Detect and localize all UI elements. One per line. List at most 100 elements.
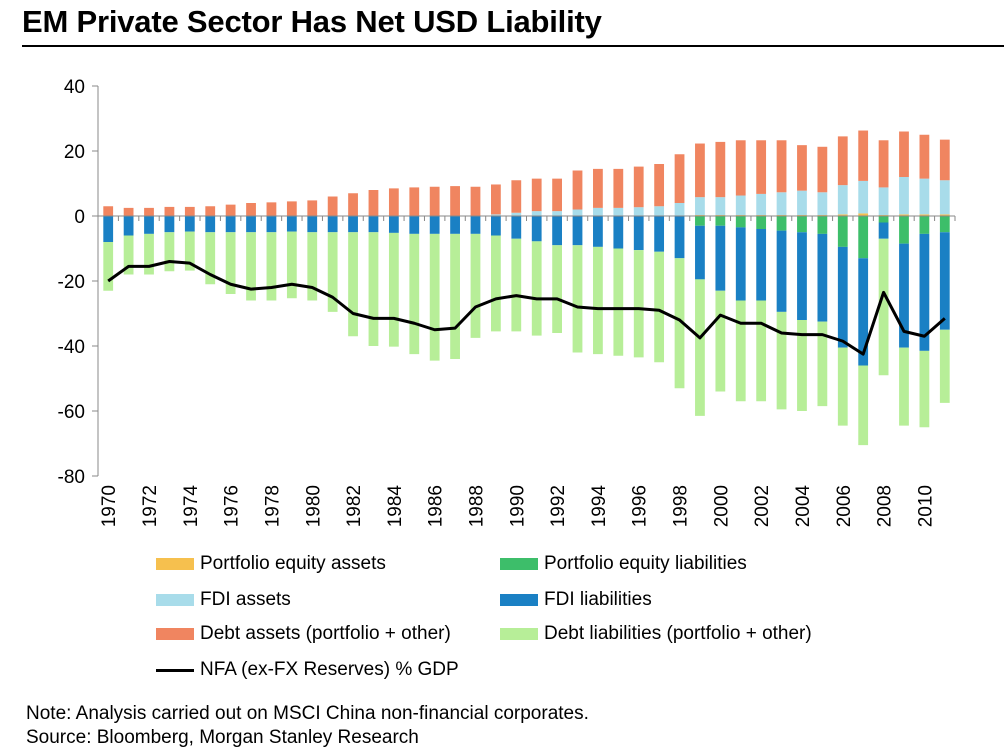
legend-label-portfolio-equity-liabilities: Portfolio equity liabilities bbox=[544, 553, 747, 574]
bar-fdi-liabilities-1989 bbox=[491, 216, 501, 236]
bar-fdi-liabilities-1985 bbox=[409, 216, 420, 234]
bar-debt-liabilities-portfolio-other-1985 bbox=[409, 233, 420, 355]
bar-debt-assets-portfolio-other-1973 bbox=[164, 206, 175, 216]
bar-debt-liabilities-portfolio-other-1979 bbox=[286, 231, 297, 299]
bar-portfolio-equity-liabilities-2002 bbox=[756, 216, 767, 229]
bar-portfolio-equity-liabilities-2010 bbox=[919, 216, 930, 234]
bar-fdi-liabilities-1999 bbox=[695, 225, 705, 280]
bar-debt-liabilities-portfolio-other-1977 bbox=[246, 232, 256, 301]
bar-fdi-liabilities-2009 bbox=[899, 243, 909, 348]
bar-debt-assets-portfolio-other-1987 bbox=[450, 186, 460, 216]
bar-fdi-liabilities-1972 bbox=[144, 216, 154, 234]
bar-fdi-liabilities-1996 bbox=[633, 216, 644, 251]
x-tick-label: 1992 bbox=[548, 485, 569, 527]
legend-item-portfolio-equity-assets: Portfolio equity assets bbox=[156, 552, 386, 576]
x-tick-label: 2000 bbox=[711, 485, 732, 527]
bar-debt-liabilities-portfolio-other-1984 bbox=[388, 232, 399, 347]
bar-debt-assets-portfolio-other-2004 bbox=[797, 145, 807, 191]
bar-fdi-liabilities-2000 bbox=[715, 225, 726, 291]
bar-fdi-assets-2002 bbox=[756, 193, 767, 216]
x-tick-label: 1976 bbox=[222, 485, 243, 527]
bar-debt-liabilities-portfolio-other-1975 bbox=[205, 232, 216, 285]
bar-debt-liabilities-portfolio-other-1997 bbox=[654, 251, 665, 363]
bar-debt-assets-portfolio-other-1972 bbox=[144, 207, 154, 217]
bar-portfolio-equity-liabilities-2003 bbox=[776, 216, 787, 231]
legend-label-nfa-line: NFA (ex-FX Reserves) % GDP bbox=[200, 659, 459, 680]
bar-debt-liabilities-portfolio-other-1980 bbox=[307, 232, 318, 301]
legend-item-debt-assets: Debt assets (portfolio + other) bbox=[156, 622, 451, 646]
bar-debt-liabilities-portfolio-other-2006 bbox=[837, 347, 848, 426]
bar-debt-assets-portfolio-other-1999 bbox=[695, 143, 705, 198]
bar-debt-liabilities-portfolio-other-1995 bbox=[613, 248, 624, 356]
bar-fdi-assets-1991 bbox=[531, 211, 542, 217]
bar-debt-liabilities-portfolio-other-1981 bbox=[327, 232, 338, 312]
legend-swatch-fdi-assets bbox=[156, 594, 194, 606]
y-tick-label: -20 bbox=[58, 272, 85, 293]
bar-fdi-liabilities-2007 bbox=[858, 258, 869, 366]
bar-fdi-liabilities-1978 bbox=[266, 216, 277, 233]
chart-title: EM Private Sector Has Net USD Liability bbox=[22, 4, 602, 39]
bar-fdi-liabilities-1990 bbox=[511, 216, 522, 239]
bar-debt-assets-portfolio-other-2007 bbox=[858, 130, 869, 181]
x-tick-label: 1984 bbox=[385, 485, 406, 528]
x-tick-label: 1994 bbox=[589, 485, 610, 528]
bar-fdi-assets-1996 bbox=[633, 207, 644, 216]
bar-debt-liabilities-portfolio-other-1988 bbox=[470, 233, 481, 338]
bar-fdi-liabilities-1983 bbox=[368, 216, 379, 233]
bar-fdi-liabilities-1971 bbox=[123, 216, 134, 236]
legend-label-debt-assets: Debt assets (portfolio + other) bbox=[200, 623, 451, 644]
bar-debt-liabilities-portfolio-other-1976 bbox=[225, 232, 236, 294]
bar-debt-liabilities-portfolio-other-1982 bbox=[348, 232, 358, 337]
bar-fdi-assets-2010 bbox=[919, 178, 930, 215]
bar-debt-assets-portfolio-other-1986 bbox=[429, 186, 440, 216]
y-tick-label: -40 bbox=[58, 337, 85, 358]
x-tick-label: 1986 bbox=[426, 485, 447, 527]
x-tick-label: 1972 bbox=[140, 485, 161, 527]
bar-fdi-assets-2003 bbox=[776, 192, 787, 216]
bar-debt-liabilities-portfolio-other-1998 bbox=[674, 258, 685, 389]
title-divider bbox=[22, 45, 1004, 47]
bar-fdi-assets-1989 bbox=[491, 214, 501, 217]
bar-fdi-liabilities-1987 bbox=[450, 216, 460, 234]
bar-portfolio-equity-liabilities-2000 bbox=[715, 216, 726, 226]
bar-debt-liabilities-portfolio-other-1992 bbox=[552, 245, 562, 333]
bar-debt-liabilities-portfolio-other-1978 bbox=[266, 232, 277, 301]
bar-debt-assets-portfolio-other-1998 bbox=[674, 154, 685, 203]
x-tick-label: 1980 bbox=[303, 485, 324, 527]
y-tick-label: 20 bbox=[64, 142, 85, 163]
bar-debt-assets-portfolio-other-1980 bbox=[307, 200, 318, 216]
chart-area: 40 20 0 -20 -40 -60 -80 1970 1972 1974 1976 1978 198… bbox=[58, 77, 956, 528]
bar-debt-liabilities-portfolio-other-2009 bbox=[899, 347, 909, 426]
bar-debt-liabilities-portfolio-other-1990 bbox=[511, 238, 522, 332]
bar-debt-assets-portfolio-other-1974 bbox=[184, 206, 195, 216]
legend-item-fdi-assets: FDI assets bbox=[156, 588, 291, 612]
bar-debt-assets-portfolio-other-2010 bbox=[919, 134, 930, 179]
bar-debt-liabilities-portfolio-other-2000 bbox=[715, 290, 726, 392]
bar-fdi-assets-2009 bbox=[899, 177, 909, 215]
bar-portfolio-equity-assets-2006 bbox=[837, 214, 848, 217]
bar-debt-assets-portfolio-other-2003 bbox=[776, 140, 787, 193]
bar-fdi-assets-2004 bbox=[797, 190, 807, 216]
bar-fdi-liabilities-1981 bbox=[327, 216, 338, 233]
x-tick-label: 1974 bbox=[181, 485, 202, 528]
bar-fdi-assets-1999 bbox=[695, 197, 705, 216]
bar-debt-assets-portfolio-other-1982 bbox=[348, 193, 358, 216]
x-tick-label: 2010 bbox=[915, 485, 936, 527]
bar-debt-assets-portfolio-other-1984 bbox=[388, 188, 399, 217]
bar-fdi-assets-2000 bbox=[715, 197, 726, 216]
bar-fdi-liabilities-2001 bbox=[735, 227, 746, 301]
bar-fdi-liabilities-2006 bbox=[837, 246, 848, 348]
bar-portfolio-equity-liabilities-2004 bbox=[797, 216, 807, 233]
y-tick-label: 0 bbox=[74, 207, 85, 228]
bar-fdi-assets-2011 bbox=[939, 180, 950, 215]
bar-fdi-assets-1993 bbox=[572, 209, 583, 216]
bar-portfolio-equity-liabilities-2011 bbox=[939, 216, 950, 233]
bar-debt-liabilities-portfolio-other-1971 bbox=[123, 235, 134, 275]
x-tick-label: 1978 bbox=[262, 485, 283, 527]
bar-fdi-liabilities-1980 bbox=[307, 216, 318, 233]
bar-fdi-liabilities-1979 bbox=[286, 216, 297, 232]
bar-portfolio-equity-assets-2007 bbox=[858, 213, 869, 216]
bar-portfolio-equity-assets-2011 bbox=[939, 214, 950, 217]
bar-debt-assets-portfolio-other-1970 bbox=[103, 206, 114, 216]
bar-debt-assets-portfolio-other-1979 bbox=[286, 201, 297, 217]
